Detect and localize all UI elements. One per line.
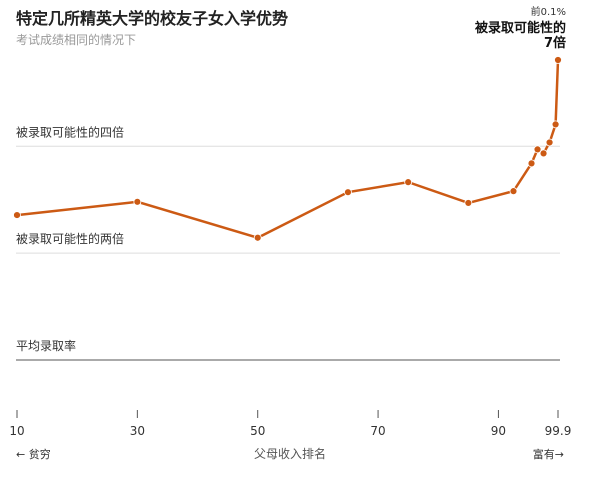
annotation: 被录取可能性的	[474, 20, 566, 36]
data-point	[133, 197, 142, 206]
chart-title: 特定几所精英大学的校友子女入学优势	[16, 9, 288, 28]
x-tick-label: 90	[491, 424, 506, 438]
data-point	[527, 159, 536, 168]
y-tick-label: 被录取可能性的四倍	[16, 124, 124, 139]
data-line	[16, 59, 560, 240]
x-tick-label: 30	[130, 424, 145, 438]
data-point	[551, 120, 560, 129]
chart-subtitle: 考试成绩相同的情况下	[16, 32, 136, 47]
data-point	[404, 178, 413, 187]
data-point	[545, 138, 554, 147]
x-tick-label: 99.9	[545, 424, 572, 438]
x-axis-label: 父母收入排名	[254, 446, 326, 461]
y-tick-label: 平均录取率	[16, 338, 76, 353]
data-point	[554, 56, 562, 64]
y-tick-label: 被录取可能性的两倍	[16, 231, 124, 246]
x-right-label: 富有→	[533, 447, 564, 461]
data-point	[509, 187, 518, 196]
x-tick-label: 10	[9, 424, 24, 438]
data-point	[464, 199, 473, 207]
annotation: 7倍	[544, 35, 566, 51]
annotation-small: 前0.1%	[531, 5, 566, 18]
x-tick-label: 70	[370, 424, 385, 438]
data-point	[539, 149, 548, 158]
data-point	[533, 145, 542, 154]
x-tick-label: 50	[250, 424, 265, 438]
data-point	[344, 188, 352, 197]
data-point	[13, 211, 21, 219]
data-point	[253, 233, 262, 242]
x-left-label: ← 贫穷	[16, 447, 51, 461]
